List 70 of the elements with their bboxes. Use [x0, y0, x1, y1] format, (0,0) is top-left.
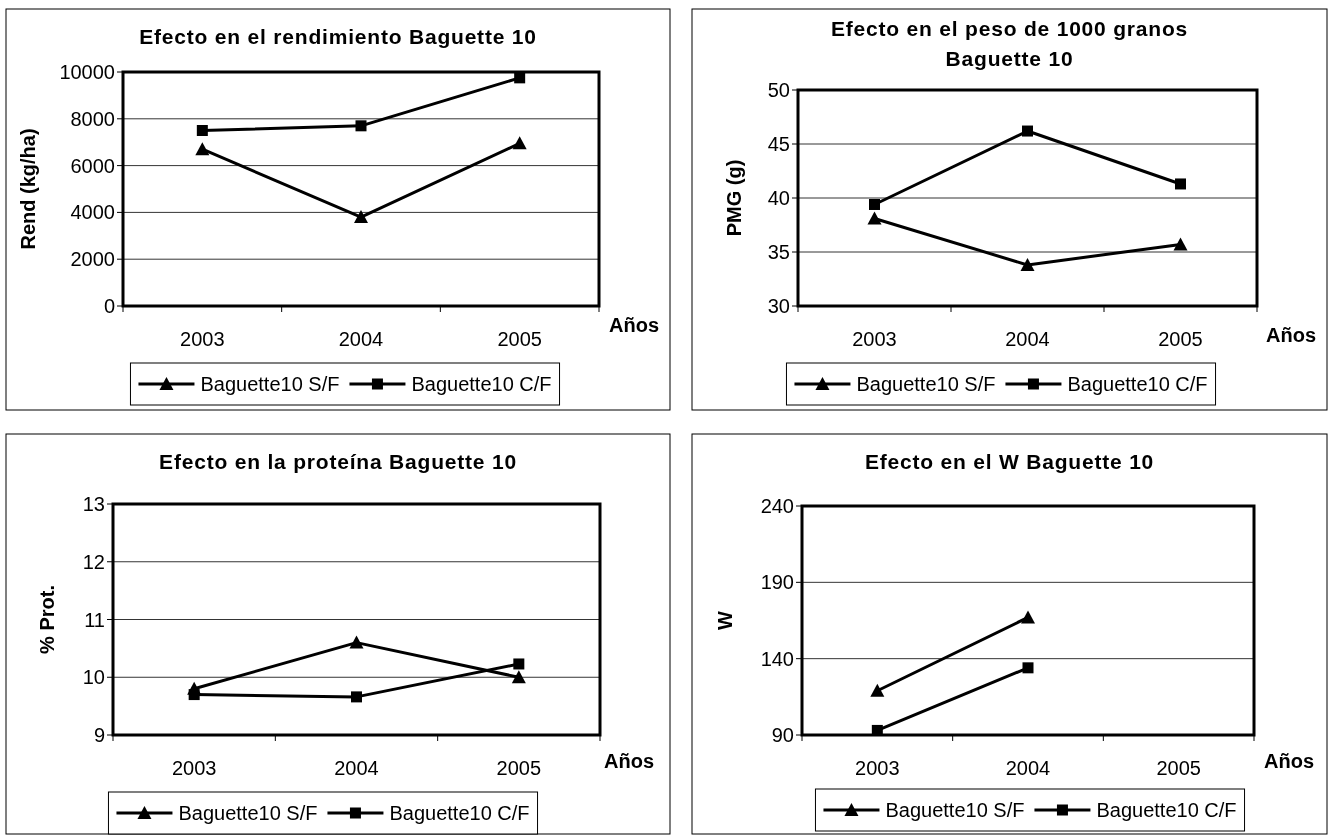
- point: [1020, 257, 1035, 271]
- point: [1173, 237, 1188, 251]
- y-axis-title: % Prot.: [36, 585, 58, 654]
- y-axis-title: W: [714, 610, 736, 630]
- chart-title: Efecto en el W Baguette 10: [864, 450, 1155, 473]
- legend-label: Baguette10 S/F: [178, 802, 318, 824]
- point: [355, 120, 367, 132]
- x-tick-label: 2003: [180, 328, 225, 350]
- y-tick-label: 12: [82, 550, 105, 573]
- y-tick-label: 8000: [70, 107, 115, 130]
- x-tick-label: 2005: [1158, 328, 1203, 350]
- y-tick-label: 45: [767, 133, 790, 155]
- y-tick-label: 50: [767, 79, 790, 101]
- legend-label: Baguette10 C/F: [1096, 799, 1237, 821]
- legend-label: Baguette10 S/F: [856, 373, 996, 395]
- x-tick-label: 2004: [338, 328, 384, 350]
- point: [1022, 125, 1033, 137]
- x-tick-label: 2004: [1005, 757, 1051, 779]
- x-tick-label: 2005: [1156, 757, 1201, 779]
- x-tick-label: 2003: [852, 328, 897, 350]
- y-tick-label: 9: [93, 724, 105, 746]
- legend-label: Baguette10 S/F: [885, 799, 1025, 821]
- y-tick-label: 40: [767, 187, 790, 209]
- point: [869, 198, 880, 210]
- y-tick-label: 10: [82, 666, 105, 689]
- y-tick-label: 10000: [59, 61, 115, 83]
- y-tick-label: 2000: [70, 248, 115, 271]
- y-tick-label: 4000: [70, 201, 115, 224]
- point: [354, 210, 368, 224]
- legend-label: Baguette10 C/F: [389, 802, 530, 824]
- x-axis-title: Años: [1264, 750, 1314, 772]
- point: [349, 635, 364, 649]
- point: [511, 670, 526, 684]
- point: [1175, 178, 1186, 190]
- x-axis-title: Años: [1266, 324, 1316, 346]
- legend-label: Baguette10 S/F: [200, 373, 340, 395]
- point: [196, 125, 208, 136]
- x-tick-label: 2005: [496, 757, 542, 779]
- point: [188, 689, 200, 701]
- point: [513, 658, 525, 670]
- x-tick-label: 2005: [497, 328, 542, 350]
- x-axis-title: Años: [604, 750, 654, 772]
- point: [512, 136, 527, 150]
- legend-label: Baguette10 C/F: [411, 373, 552, 395]
- y-tick-label: 0: [103, 295, 115, 317]
- chart-title: Efecto en el rendimiento Baguette 10: [139, 25, 537, 48]
- x-axis-title: Años: [609, 314, 659, 336]
- x-tick-label: 2003: [855, 757, 900, 779]
- point: [867, 211, 882, 225]
- y-axis-title: Rend (kg/ha): [17, 128, 39, 250]
- point: [1022, 662, 1034, 674]
- y-tick-label: 13: [82, 493, 105, 515]
- point: [351, 691, 362, 703]
- y-tick-label: 240: [760, 495, 794, 517]
- x-tick-label: 2003: [171, 757, 217, 779]
- y-tick-label: 30: [767, 295, 790, 317]
- y-tick-label: 90: [771, 724, 794, 746]
- point: [195, 142, 210, 156]
- y-tick-label: 140: [760, 647, 794, 670]
- y-tick-label: 11: [84, 608, 105, 631]
- y-tick-label: 190: [760, 571, 794, 594]
- x-tick-label: 2004: [334, 757, 379, 779]
- x-tick-label: 2004: [1005, 328, 1050, 350]
- y-tick-label: 35: [767, 241, 790, 263]
- y-tick-label: 6000: [70, 154, 115, 177]
- point: [514, 72, 526, 84]
- chart-title: Efecto en el peso de 1000 granos Baguette 10: [830, 17, 1189, 70]
- chart-title: Efecto en la proteína Baguette 10: [159, 450, 517, 473]
- legend-label: Baguette10 C/F: [1067, 373, 1208, 395]
- y-axis-title: PMG (g): [723, 159, 745, 237]
